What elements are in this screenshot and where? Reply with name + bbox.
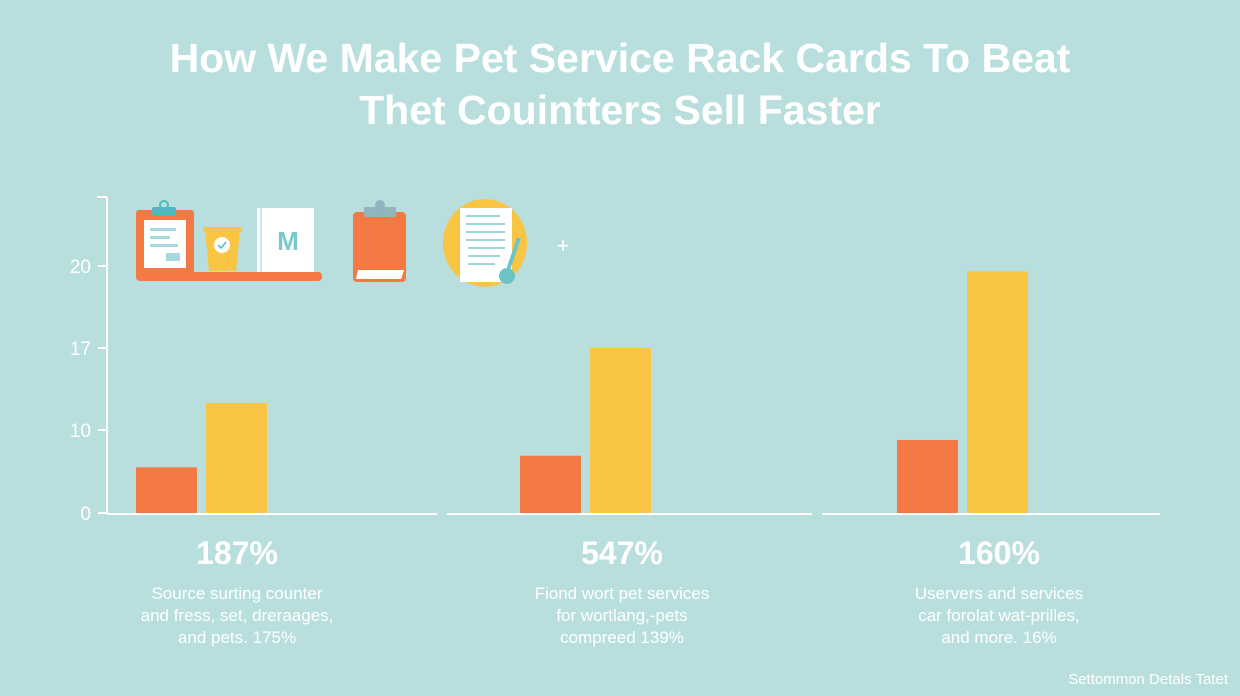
title-line-2: Thet Couintters Sell Faster	[359, 87, 881, 133]
svg-text:M: M	[277, 226, 299, 256]
bar-series-2-group-2	[590, 348, 651, 513]
desc-line: for wortlang,-pets	[556, 606, 688, 625]
axes	[97, 196, 1160, 515]
m-book-icon: M	[257, 208, 314, 272]
stat-block-2: 547% Fiond wort pet services for wortlan…	[452, 533, 792, 649]
y-ticks: 0 10 17 20	[70, 257, 107, 525]
desc-line: and fress, set, dreraages,	[140, 606, 334, 625]
stat-percent: 547%	[581, 535, 663, 571]
document-pen-icon	[443, 199, 527, 287]
y-tick-label: 17	[70, 339, 91, 360]
stat-description: Fiond wort pet services for wortlang,-pe…	[452, 583, 792, 649]
bar-series-2-group-1	[206, 403, 267, 513]
y-tick-label: 20	[70, 257, 91, 278]
clipboard-icon	[353, 200, 406, 282]
desc-line: Source surting counter	[151, 584, 323, 603]
bar-series-1-group-3	[897, 439, 958, 513]
clipboard-shelf-icon	[136, 200, 322, 281]
stat-description: Source surting counter and fress, set, d…	[67, 583, 407, 649]
coffee-cup-icon	[203, 227, 242, 271]
chart-title: How We Make Pet Service Rack Cards To Be…	[0, 32, 1240, 136]
stat-percent: 160%	[958, 535, 1040, 571]
stat-percent: 187%	[196, 535, 278, 571]
stat-description: Uservers and services car forolat wat-pr…	[829, 583, 1169, 649]
bar-series-1-group-2	[520, 455, 581, 513]
y-tick-label: 10	[70, 421, 91, 442]
stat-block-3: 160% Uservers and services car forolat w…	[829, 533, 1169, 649]
desc-line: Uservers and services	[914, 584, 1084, 603]
desc-line: Fiond wort pet services	[534, 584, 710, 603]
bar-series-2-group-3	[967, 271, 1028, 513]
plus-icon: +	[557, 233, 570, 258]
footer-note: Settommon Detals Tatet	[1068, 671, 1228, 688]
desc-line: and more. 16%	[941, 628, 1057, 647]
title-line-1: How We Make Pet Service Rack Cards To Be…	[169, 35, 1071, 81]
stat-block-1: 187% Source surting counter and fress, s…	[67, 533, 407, 649]
desc-line: compreed 139%	[560, 628, 684, 647]
desc-line: and pets. 175%	[177, 628, 297, 647]
desc-line: car forolat wat-prilles,	[918, 606, 1080, 625]
bars	[136, 271, 1028, 513]
bar-series-1-group-1	[136, 467, 197, 513]
y-tick-label: 0	[80, 504, 91, 525]
